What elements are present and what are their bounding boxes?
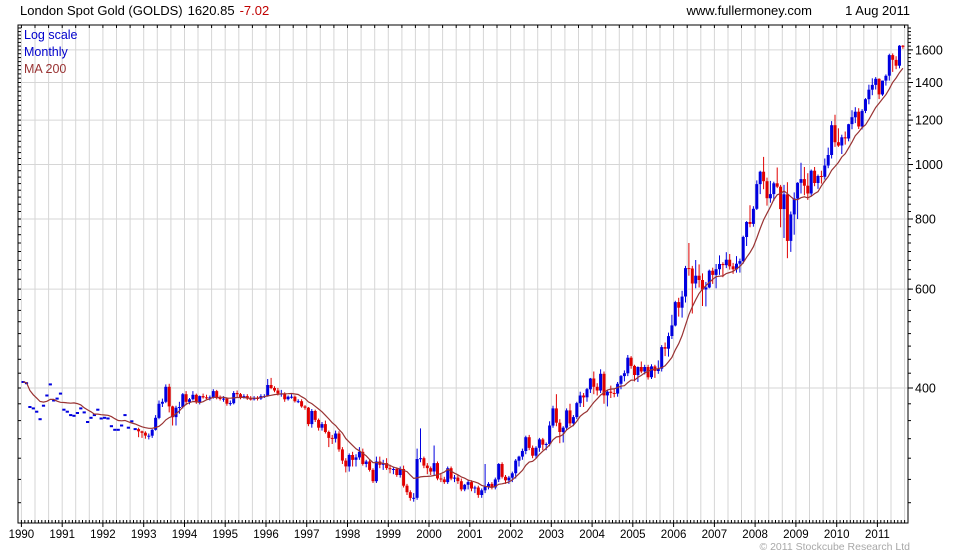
chart-date: 1 Aug 2011	[845, 3, 910, 18]
svg-text:1996: 1996	[253, 529, 279, 541]
svg-text:2005: 2005	[620, 529, 646, 541]
svg-text:2000: 2000	[416, 529, 442, 541]
svg-text:2001: 2001	[457, 529, 483, 541]
svg-text:1400: 1400	[915, 76, 943, 90]
svg-text:800: 800	[915, 213, 936, 227]
last-price: 1620.85	[187, 3, 235, 18]
svg-text:2007: 2007	[702, 529, 728, 541]
svg-text:1991: 1991	[49, 529, 75, 541]
svg-text:1000: 1000	[915, 158, 943, 172]
website-text: www.fullermoney.com	[686, 3, 812, 18]
svg-text:1993: 1993	[131, 529, 157, 541]
legend-interval-label: Monthly	[24, 45, 68, 59]
chart-legend: Log scale Monthly MA 200	[24, 27, 78, 78]
svg-text:1997: 1997	[294, 529, 320, 541]
svg-text:2006: 2006	[661, 529, 687, 541]
legend-scale-label: Log scale	[24, 28, 78, 42]
svg-text:2009: 2009	[783, 529, 809, 541]
svg-text:400: 400	[915, 382, 936, 396]
svg-text:2011: 2011	[865, 529, 890, 541]
svg-text:1999: 1999	[376, 529, 402, 541]
svg-text:2010: 2010	[824, 529, 850, 541]
copyright-notice: © 2011 Stockcube Research Ltd	[759, 541, 910, 553]
svg-text:1998: 1998	[335, 529, 361, 541]
chart-header: London Spot Gold (GOLDS) 1620.85 -7.02 www…	[0, 3, 960, 20]
svg-text:1995: 1995	[212, 529, 238, 541]
svg-text:2004: 2004	[579, 529, 605, 541]
svg-text:2008: 2008	[742, 529, 768, 541]
svg-text:2002: 2002	[498, 529, 524, 541]
svg-text:1200: 1200	[915, 114, 943, 128]
svg-text:1990: 1990	[9, 529, 35, 541]
svg-text:1600: 1600	[915, 43, 943, 57]
instrument-name: London Spot Gold (GOLDS)	[20, 3, 183, 18]
instrument-title: London Spot Gold (GOLDS) 1620.85 -7.02	[20, 3, 269, 18]
svg-text:1992: 1992	[90, 529, 116, 541]
svg-text:600: 600	[915, 283, 936, 297]
svg-text:1994: 1994	[172, 529, 198, 541]
legend-ma-label: MA 200	[24, 62, 67, 76]
price-change: -7.02	[239, 3, 270, 18]
svg-text:2003: 2003	[539, 529, 565, 541]
